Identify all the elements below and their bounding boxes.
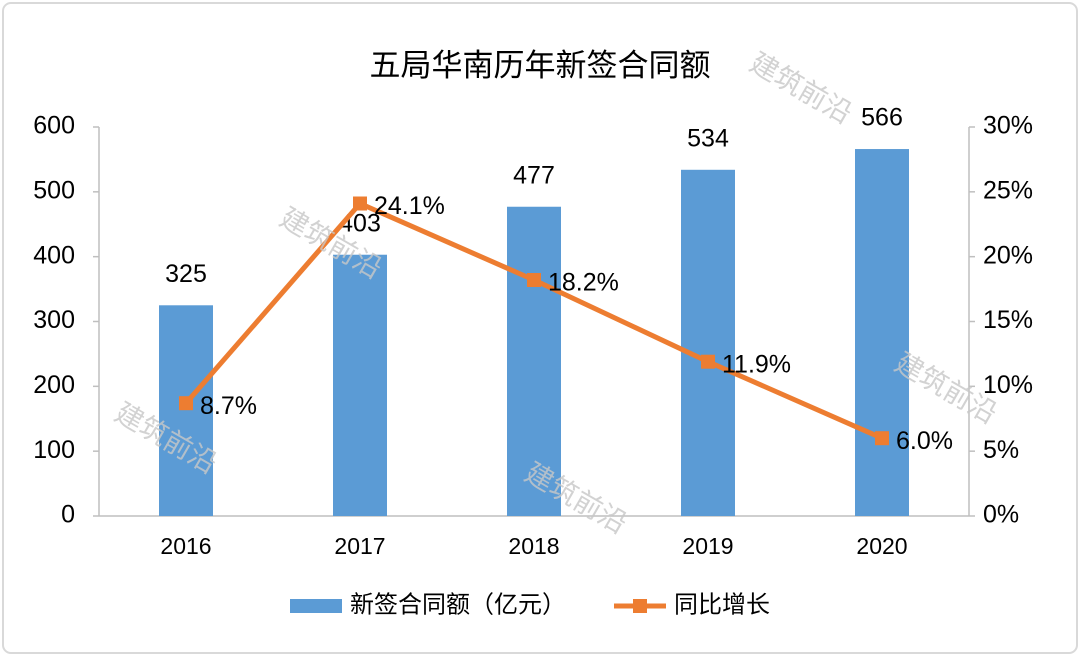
bar-value-label: 477	[513, 161, 555, 189]
x-tick-label: 2016	[160, 533, 211, 559]
y-tick-label: 600	[33, 112, 75, 140]
x-tick-label: 2018	[508, 533, 559, 559]
line-marker	[701, 354, 715, 369]
line-marker	[875, 431, 889, 446]
y2-tick-label: 30%	[983, 112, 1033, 140]
bar	[855, 149, 909, 516]
line-value-label: 18.2%	[548, 269, 619, 297]
legend-label: 同比增长	[674, 591, 770, 618]
y-tick-label: 300	[33, 306, 75, 334]
x-tick-label: 2019	[682, 533, 733, 559]
y2-tick-label: 20%	[983, 241, 1033, 269]
y-tick-label: 400	[33, 241, 75, 269]
bar-value-label: 534	[687, 124, 729, 152]
line-value-label: 8.7%	[200, 392, 257, 420]
bar-value-label: 403	[339, 209, 381, 237]
line-marker	[179, 396, 193, 411]
bar	[681, 169, 735, 517]
bar	[507, 206, 561, 516]
y-tick-label: 100	[33, 436, 75, 464]
x-tick-label: 2017	[334, 533, 385, 559]
y2-tick-label: 25%	[983, 176, 1033, 204]
bar	[159, 305, 213, 516]
y-tick-label: 200	[33, 371, 75, 399]
y-tick-label: 500	[33, 176, 75, 204]
y2-tick-label: 5%	[983, 436, 1019, 464]
bar-value-label: 566	[861, 104, 903, 132]
line-value-label: 6.0%	[896, 427, 953, 455]
y2-tick-label: 0%	[983, 501, 1019, 529]
legend-swatch	[290, 599, 342, 613]
legend-label: 新签合同额（亿元）	[350, 591, 566, 618]
bar	[333, 254, 387, 516]
line-value-label: 11.9%	[722, 350, 791, 378]
legend-swatch-marker	[633, 599, 647, 613]
line-value-label: 24.1%	[374, 192, 445, 220]
y2-tick-label: 10%	[983, 371, 1033, 399]
chart-title: 五局华南历年新签合同额	[370, 48, 711, 83]
y-tick-label: 0	[61, 501, 75, 529]
x-tick-label: 2020	[856, 533, 907, 559]
y2-tick-label: 15%	[983, 306, 1033, 334]
line-marker	[527, 273, 541, 288]
bar-value-label: 325	[165, 260, 207, 288]
line-marker	[353, 196, 367, 211]
